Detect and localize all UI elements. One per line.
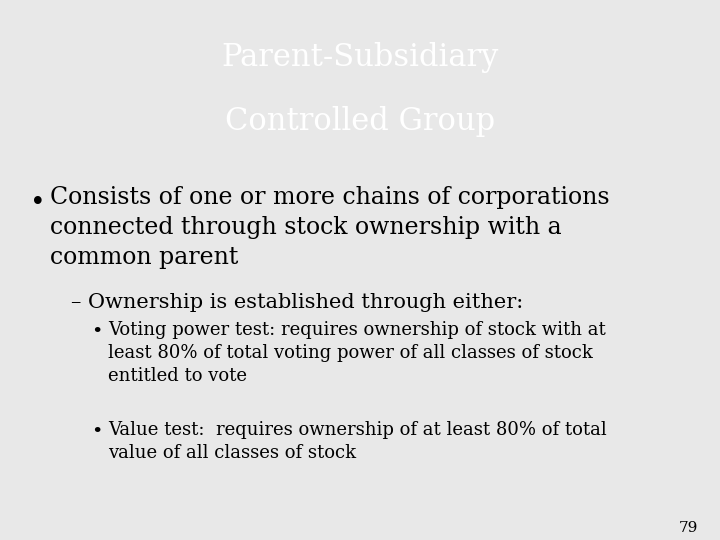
Text: Value test:  requires ownership of at least 80% of total
value of all classes of: Value test: requires ownership of at lea… bbox=[108, 421, 606, 462]
Text: Consists of one or more chains of corporations
connected through stock ownership: Consists of one or more chains of corpor… bbox=[50, 186, 610, 269]
Text: Controlled Group: Controlled Group bbox=[225, 106, 495, 137]
Text: – Ownership is established through either:: – Ownership is established through eithe… bbox=[71, 293, 523, 312]
Text: •: • bbox=[91, 423, 103, 441]
Text: Voting power test: requires ownership of stock with at
least 80% of total voting: Voting power test: requires ownership of… bbox=[108, 321, 606, 384]
Text: 79: 79 bbox=[679, 521, 698, 535]
Text: Parent-Subsidiary: Parent-Subsidiary bbox=[221, 42, 499, 72]
Text: •: • bbox=[30, 190, 45, 215]
Text: •: • bbox=[91, 323, 103, 341]
